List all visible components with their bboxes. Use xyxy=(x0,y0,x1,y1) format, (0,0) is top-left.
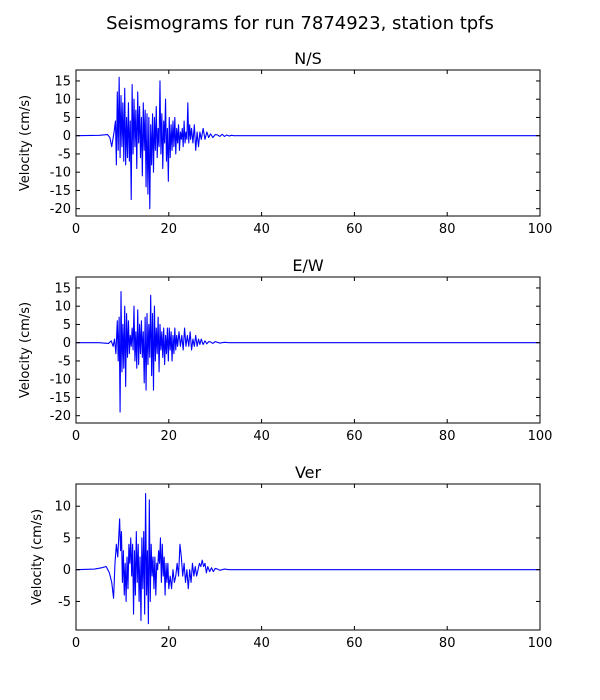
y-tick-label: 5 xyxy=(63,531,71,546)
y-tick-label: 10 xyxy=(54,300,71,315)
y-tick-label: 5 xyxy=(63,318,71,333)
panel-e-w: E/W 0 20 40 60 80 100 15 10 5 0 -5 -10 -15 -20 Velocity… xyxy=(18,256,552,444)
y-tick-label: 0 xyxy=(63,129,71,144)
plot-frame xyxy=(75,276,541,424)
y-tick-label: -5 xyxy=(58,354,71,369)
y-tick-label: 15 xyxy=(54,281,71,296)
panel-title: Ver xyxy=(295,463,322,482)
y-tick-label: -5 xyxy=(58,595,71,610)
y-axis-label: Velocity (cm/s) xyxy=(18,302,33,398)
series-line xyxy=(76,76,540,210)
plot-frame xyxy=(75,69,541,217)
y-tick-label: 10 xyxy=(54,500,71,515)
x-tick-label: 0 xyxy=(72,222,80,237)
panel-title: E/W xyxy=(292,256,324,275)
series-line xyxy=(76,291,540,413)
y-tick-label: -10 xyxy=(50,373,71,388)
x-tick-label: 0 xyxy=(72,636,80,651)
y-axis-label: Velocity (cm/s) xyxy=(30,509,45,605)
y-tick-label: -15 xyxy=(50,391,71,406)
x-tick-label: 100 xyxy=(528,222,553,237)
x-tick-label: 0 xyxy=(72,429,80,444)
x-tick-label: 60 xyxy=(346,222,363,237)
x-tick-label: 40 xyxy=(253,429,270,444)
x-tick-label: 60 xyxy=(346,636,363,651)
y-tick-label: 0 xyxy=(63,563,71,578)
x-tick-label: 20 xyxy=(161,222,178,237)
x-tick-label: 80 xyxy=(439,636,456,651)
x-tick-label: 100 xyxy=(528,636,553,651)
y-tick-label: -5 xyxy=(58,147,71,162)
x-tick-label: 20 xyxy=(161,636,178,651)
plot-frame xyxy=(75,483,541,631)
panel-title: N/S xyxy=(294,49,322,68)
y-tick-label: -15 xyxy=(50,184,71,199)
series-line xyxy=(76,492,540,625)
y-tick-label: 10 xyxy=(54,93,71,108)
y-tick-label: -20 xyxy=(50,202,71,217)
y-tick-label: 0 xyxy=(63,336,71,351)
panel-n-s: N/S 0 20 40 60 80 100 15 10 5 0 -5 -10 -15 -20 Velocity… xyxy=(18,49,552,237)
y-axis-label: Velocity (cm/s) xyxy=(18,95,33,191)
x-tick-label: 80 xyxy=(439,222,456,237)
y-tick-label: 5 xyxy=(63,111,71,126)
x-tick-label: 40 xyxy=(253,222,270,237)
y-tick-label: -20 xyxy=(50,409,71,424)
x-tick-label: 20 xyxy=(161,429,178,444)
x-tick-label: 60 xyxy=(346,429,363,444)
y-tick-label: -10 xyxy=(50,166,71,181)
x-tick-label: 40 xyxy=(253,636,270,651)
x-tick-label: 100 xyxy=(528,429,553,444)
figure-title: Seismograms for run 7874923, station tpf… xyxy=(106,13,494,34)
panel-ver: Ver 0 20 40 60 80 100 10 5 0 -5 Velocity (cm/s) xyxy=(30,463,552,651)
x-tick-label: 80 xyxy=(439,429,456,444)
y-tick-label: 15 xyxy=(54,74,71,89)
